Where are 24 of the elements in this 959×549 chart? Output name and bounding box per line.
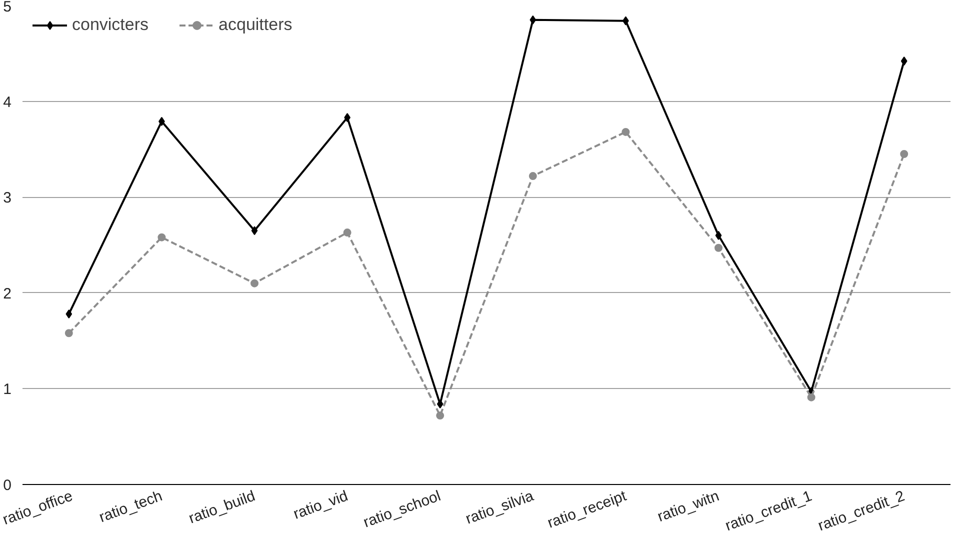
point [158,233,166,242]
point [900,150,908,158]
point [250,279,258,288]
y-tick-label: 1 [3,381,12,398]
point [528,172,537,180]
point [436,400,444,409]
point [714,244,722,252]
y-tick-label: 2 [3,285,12,302]
y-tick-label: 0 [3,477,12,494]
point [64,329,73,338]
point [436,412,444,420]
y-tick-label: 5 [3,0,12,16]
y-tick-label: 4 [3,94,12,111]
point [900,56,908,66]
point [66,309,72,318]
point [807,393,816,402]
legend-label: acquitters [218,15,292,35]
point [251,226,258,236]
point [530,15,536,24]
point [343,228,352,237]
point [622,128,630,136]
point [715,230,722,240]
legend-label: convicters [72,15,149,35]
y-tick-label: 3 [3,190,12,207]
